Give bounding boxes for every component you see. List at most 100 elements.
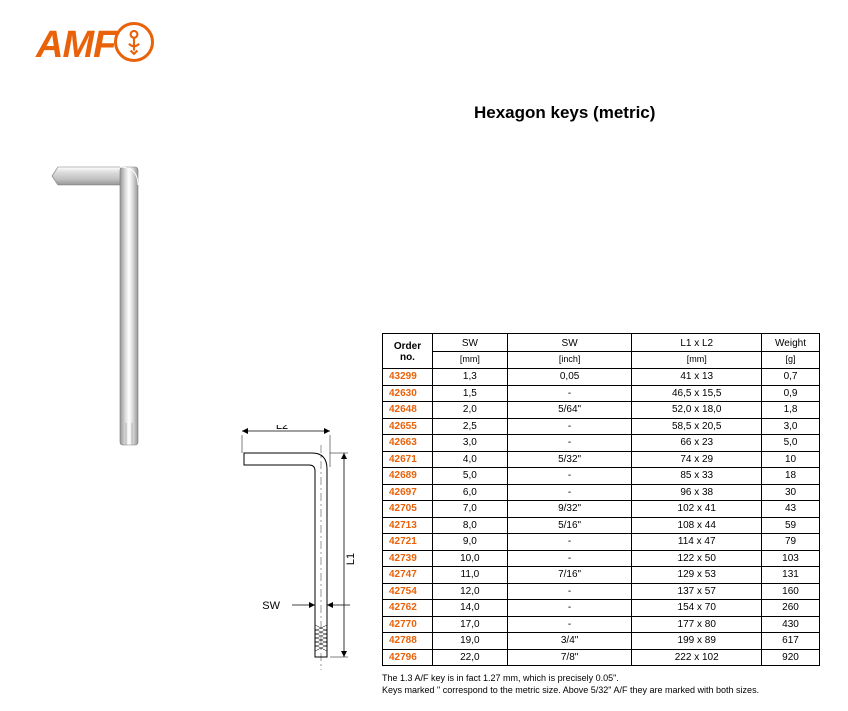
cell-sw-mm: 4,0 bbox=[432, 451, 507, 468]
order-no: 42671 bbox=[383, 451, 433, 468]
table-row: 426482,05/64"52,0 x 18,01,8 bbox=[383, 402, 820, 419]
order-no: 42754 bbox=[383, 583, 433, 600]
table-row: 4276214,0-154 x 70260 bbox=[383, 600, 820, 617]
table-row: 426633,0-66 x 235,0 bbox=[383, 435, 820, 452]
cell-sw-mm: 7,0 bbox=[432, 501, 507, 518]
table-row: 4275412,0-137 x 57160 bbox=[383, 583, 820, 600]
th-l1l2-unit: [mm] bbox=[632, 352, 762, 369]
cell-sw-mm: 19,0 bbox=[432, 633, 507, 650]
cell-sw-mm: 17,0 bbox=[432, 616, 507, 633]
cell-weight: 1,8 bbox=[762, 402, 820, 419]
cell-sw-in: 3/4" bbox=[507, 633, 632, 650]
order-no: 43299 bbox=[383, 369, 433, 386]
cell-sw-in: - bbox=[507, 385, 632, 402]
table-row: 426552,5-58,5 x 20,53,0 bbox=[383, 418, 820, 435]
cell-sw-in: - bbox=[507, 616, 632, 633]
cell-l1l2: 66 x 23 bbox=[632, 435, 762, 452]
cell-sw-mm: 10,0 bbox=[432, 550, 507, 567]
order-no: 42721 bbox=[383, 534, 433, 551]
cell-sw-in: 7/16" bbox=[507, 567, 632, 584]
cell-weight: 920 bbox=[762, 649, 820, 666]
cell-weight: 0,7 bbox=[762, 369, 820, 386]
table-row: 427219,0-114 x 4779 bbox=[383, 534, 820, 551]
table-row: 4273910,0-122 x 50103 bbox=[383, 550, 820, 567]
order-no: 42747 bbox=[383, 567, 433, 584]
th-sw-mm: SW bbox=[432, 334, 507, 352]
order-no: 42705 bbox=[383, 501, 433, 518]
cell-sw-in: - bbox=[507, 468, 632, 485]
cell-weight: 30 bbox=[762, 484, 820, 501]
table-row: 426301,5-46,5 x 15,50,9 bbox=[383, 385, 820, 402]
order-no: 42655 bbox=[383, 418, 433, 435]
cell-sw-in: - bbox=[507, 583, 632, 600]
table-row: 432991,30,0541 x 130,7 bbox=[383, 369, 820, 386]
cell-weight: 160 bbox=[762, 583, 820, 600]
cell-sw-mm: 1,3 bbox=[432, 369, 507, 386]
cell-sw-in: - bbox=[507, 534, 632, 551]
cell-l1l2: 41 x 13 bbox=[632, 369, 762, 386]
footnote-1: The 1.3 A/F key is in fact 1.27 mm, whic… bbox=[382, 672, 820, 684]
footnote-2: Keys marked " correspond to the metric s… bbox=[382, 684, 820, 696]
cell-sw-in: 5/64" bbox=[507, 402, 632, 419]
cell-l1l2: 96 x 38 bbox=[632, 484, 762, 501]
order-no: 42762 bbox=[383, 600, 433, 617]
cell-weight: 260 bbox=[762, 600, 820, 617]
spec-table: Order no. SW SW L1 x L2 Weight [mm] [inc… bbox=[382, 333, 820, 666]
cell-l1l2: 46,5 x 15,5 bbox=[632, 385, 762, 402]
table-row: 4278819,03/4"199 x 89617 bbox=[383, 633, 820, 650]
order-no: 42630 bbox=[383, 385, 433, 402]
cell-sw-mm: 22,0 bbox=[432, 649, 507, 666]
cell-weight: 103 bbox=[762, 550, 820, 567]
cell-l1l2: 177 x 80 bbox=[632, 616, 762, 633]
order-no: 42739 bbox=[383, 550, 433, 567]
table-row: 426714,05/32"74 x 2910 bbox=[383, 451, 820, 468]
cell-sw-in: - bbox=[507, 418, 632, 435]
cell-l1l2: 199 x 89 bbox=[632, 633, 762, 650]
th-order: Order no. bbox=[383, 334, 433, 369]
cell-weight: 18 bbox=[762, 468, 820, 485]
cell-weight: 59 bbox=[762, 517, 820, 534]
cell-sw-mm: 1,5 bbox=[432, 385, 507, 402]
order-no: 42697 bbox=[383, 484, 433, 501]
cell-sw-in: 7/8" bbox=[507, 649, 632, 666]
order-no: 42689 bbox=[383, 468, 433, 485]
cell-sw-in: - bbox=[507, 600, 632, 617]
table-row: 426895,0-85 x 3318 bbox=[383, 468, 820, 485]
cell-l1l2: 58,5 x 20,5 bbox=[632, 418, 762, 435]
order-no: 42648 bbox=[383, 402, 433, 419]
diagram-label-sw: SW bbox=[262, 600, 280, 612]
brand-logo-icon bbox=[114, 22, 154, 62]
cell-sw-mm: 14,0 bbox=[432, 600, 507, 617]
cell-sw-in: - bbox=[507, 484, 632, 501]
footnotes: The 1.3 A/F key is in fact 1.27 mm, whic… bbox=[382, 672, 820, 696]
cell-l1l2: 108 x 44 bbox=[632, 517, 762, 534]
cell-l1l2: 222 x 102 bbox=[632, 649, 762, 666]
th-sw-mm-unit: [mm] bbox=[432, 352, 507, 369]
order-no: 42788 bbox=[383, 633, 433, 650]
page-title: Hexagon keys (metric) bbox=[474, 103, 655, 123]
brand-logo-text: AMF bbox=[36, 24, 115, 67]
table-row: 427057,09/32"102 x 4143 bbox=[383, 501, 820, 518]
cell-sw-mm: 2,5 bbox=[432, 418, 507, 435]
cell-sw-mm: 2,0 bbox=[432, 402, 507, 419]
cell-weight: 10 bbox=[762, 451, 820, 468]
product-image bbox=[50, 155, 210, 455]
order-no: 42770 bbox=[383, 616, 433, 633]
cell-weight: 79 bbox=[762, 534, 820, 551]
order-no: 42796 bbox=[383, 649, 433, 666]
th-sw-in-unit: [inch] bbox=[507, 352, 632, 369]
table-row: 4274711,07/16"129 x 53131 bbox=[383, 567, 820, 584]
cell-l1l2: 114 x 47 bbox=[632, 534, 762, 551]
cell-sw-in: - bbox=[507, 550, 632, 567]
th-weight-unit: [g] bbox=[762, 352, 820, 369]
order-no: 42713 bbox=[383, 517, 433, 534]
cell-weight: 43 bbox=[762, 501, 820, 518]
cell-sw-in: 0,05 bbox=[507, 369, 632, 386]
th-sw-in: SW bbox=[507, 334, 632, 352]
th-weight: Weight bbox=[762, 334, 820, 352]
diagram-label-l1: L1 bbox=[345, 553, 357, 565]
cell-weight: 5,0 bbox=[762, 435, 820, 452]
cell-weight: 131 bbox=[762, 567, 820, 584]
cell-l1l2: 154 x 70 bbox=[632, 600, 762, 617]
cell-l1l2: 122 x 50 bbox=[632, 550, 762, 567]
